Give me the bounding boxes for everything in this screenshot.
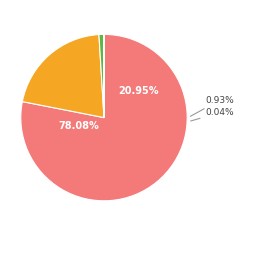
Text: 20.95%: 20.95% <box>119 86 159 96</box>
Text: 78.08%: 78.08% <box>59 121 99 131</box>
Wedge shape <box>99 34 104 118</box>
Wedge shape <box>21 34 187 201</box>
Text: 0.04%: 0.04% <box>191 108 234 121</box>
Wedge shape <box>22 34 104 118</box>
Text: 0.93%: 0.93% <box>191 96 234 116</box>
